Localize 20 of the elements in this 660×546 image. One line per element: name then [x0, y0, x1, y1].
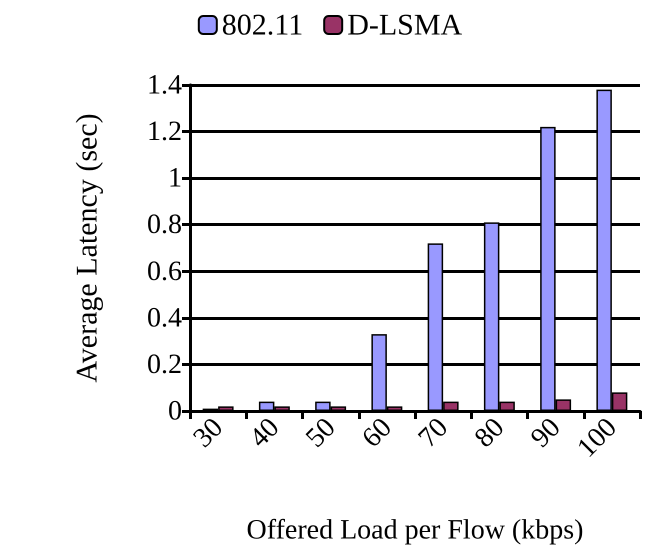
y-tick-label: 1.2: [147, 116, 182, 148]
y-tick-label: 0.4: [147, 302, 182, 334]
y-axis-title: Average Latency (sec): [70, 113, 104, 383]
y-tick-label: 0.8: [147, 209, 182, 240]
y-tick-label: 0.2: [147, 348, 182, 380]
x-tick-label: 30: [187, 412, 230, 454]
y-tick-label: 1: [168, 162, 182, 194]
x-axis-title: Offered Load per Flow (kbps): [246, 514, 584, 546]
y-tick-label: 1.4: [147, 70, 182, 100]
legend-label: D-LSMA: [347, 8, 463, 42]
x-tick-label: 40: [244, 412, 286, 454]
y-tick-label: 0: [168, 396, 182, 426]
x-tick-label: 50: [300, 412, 342, 454]
x-tick-label: 70: [412, 412, 454, 454]
x-tick-label: 80: [468, 412, 510, 454]
x-tick-label: 60: [356, 412, 398, 454]
x-tick-label: 100: [571, 412, 623, 464]
y-tick-label: 0.6: [147, 256, 182, 287]
legend-label: 802.11: [222, 8, 304, 42]
x-tick-label: 90: [524, 412, 567, 454]
